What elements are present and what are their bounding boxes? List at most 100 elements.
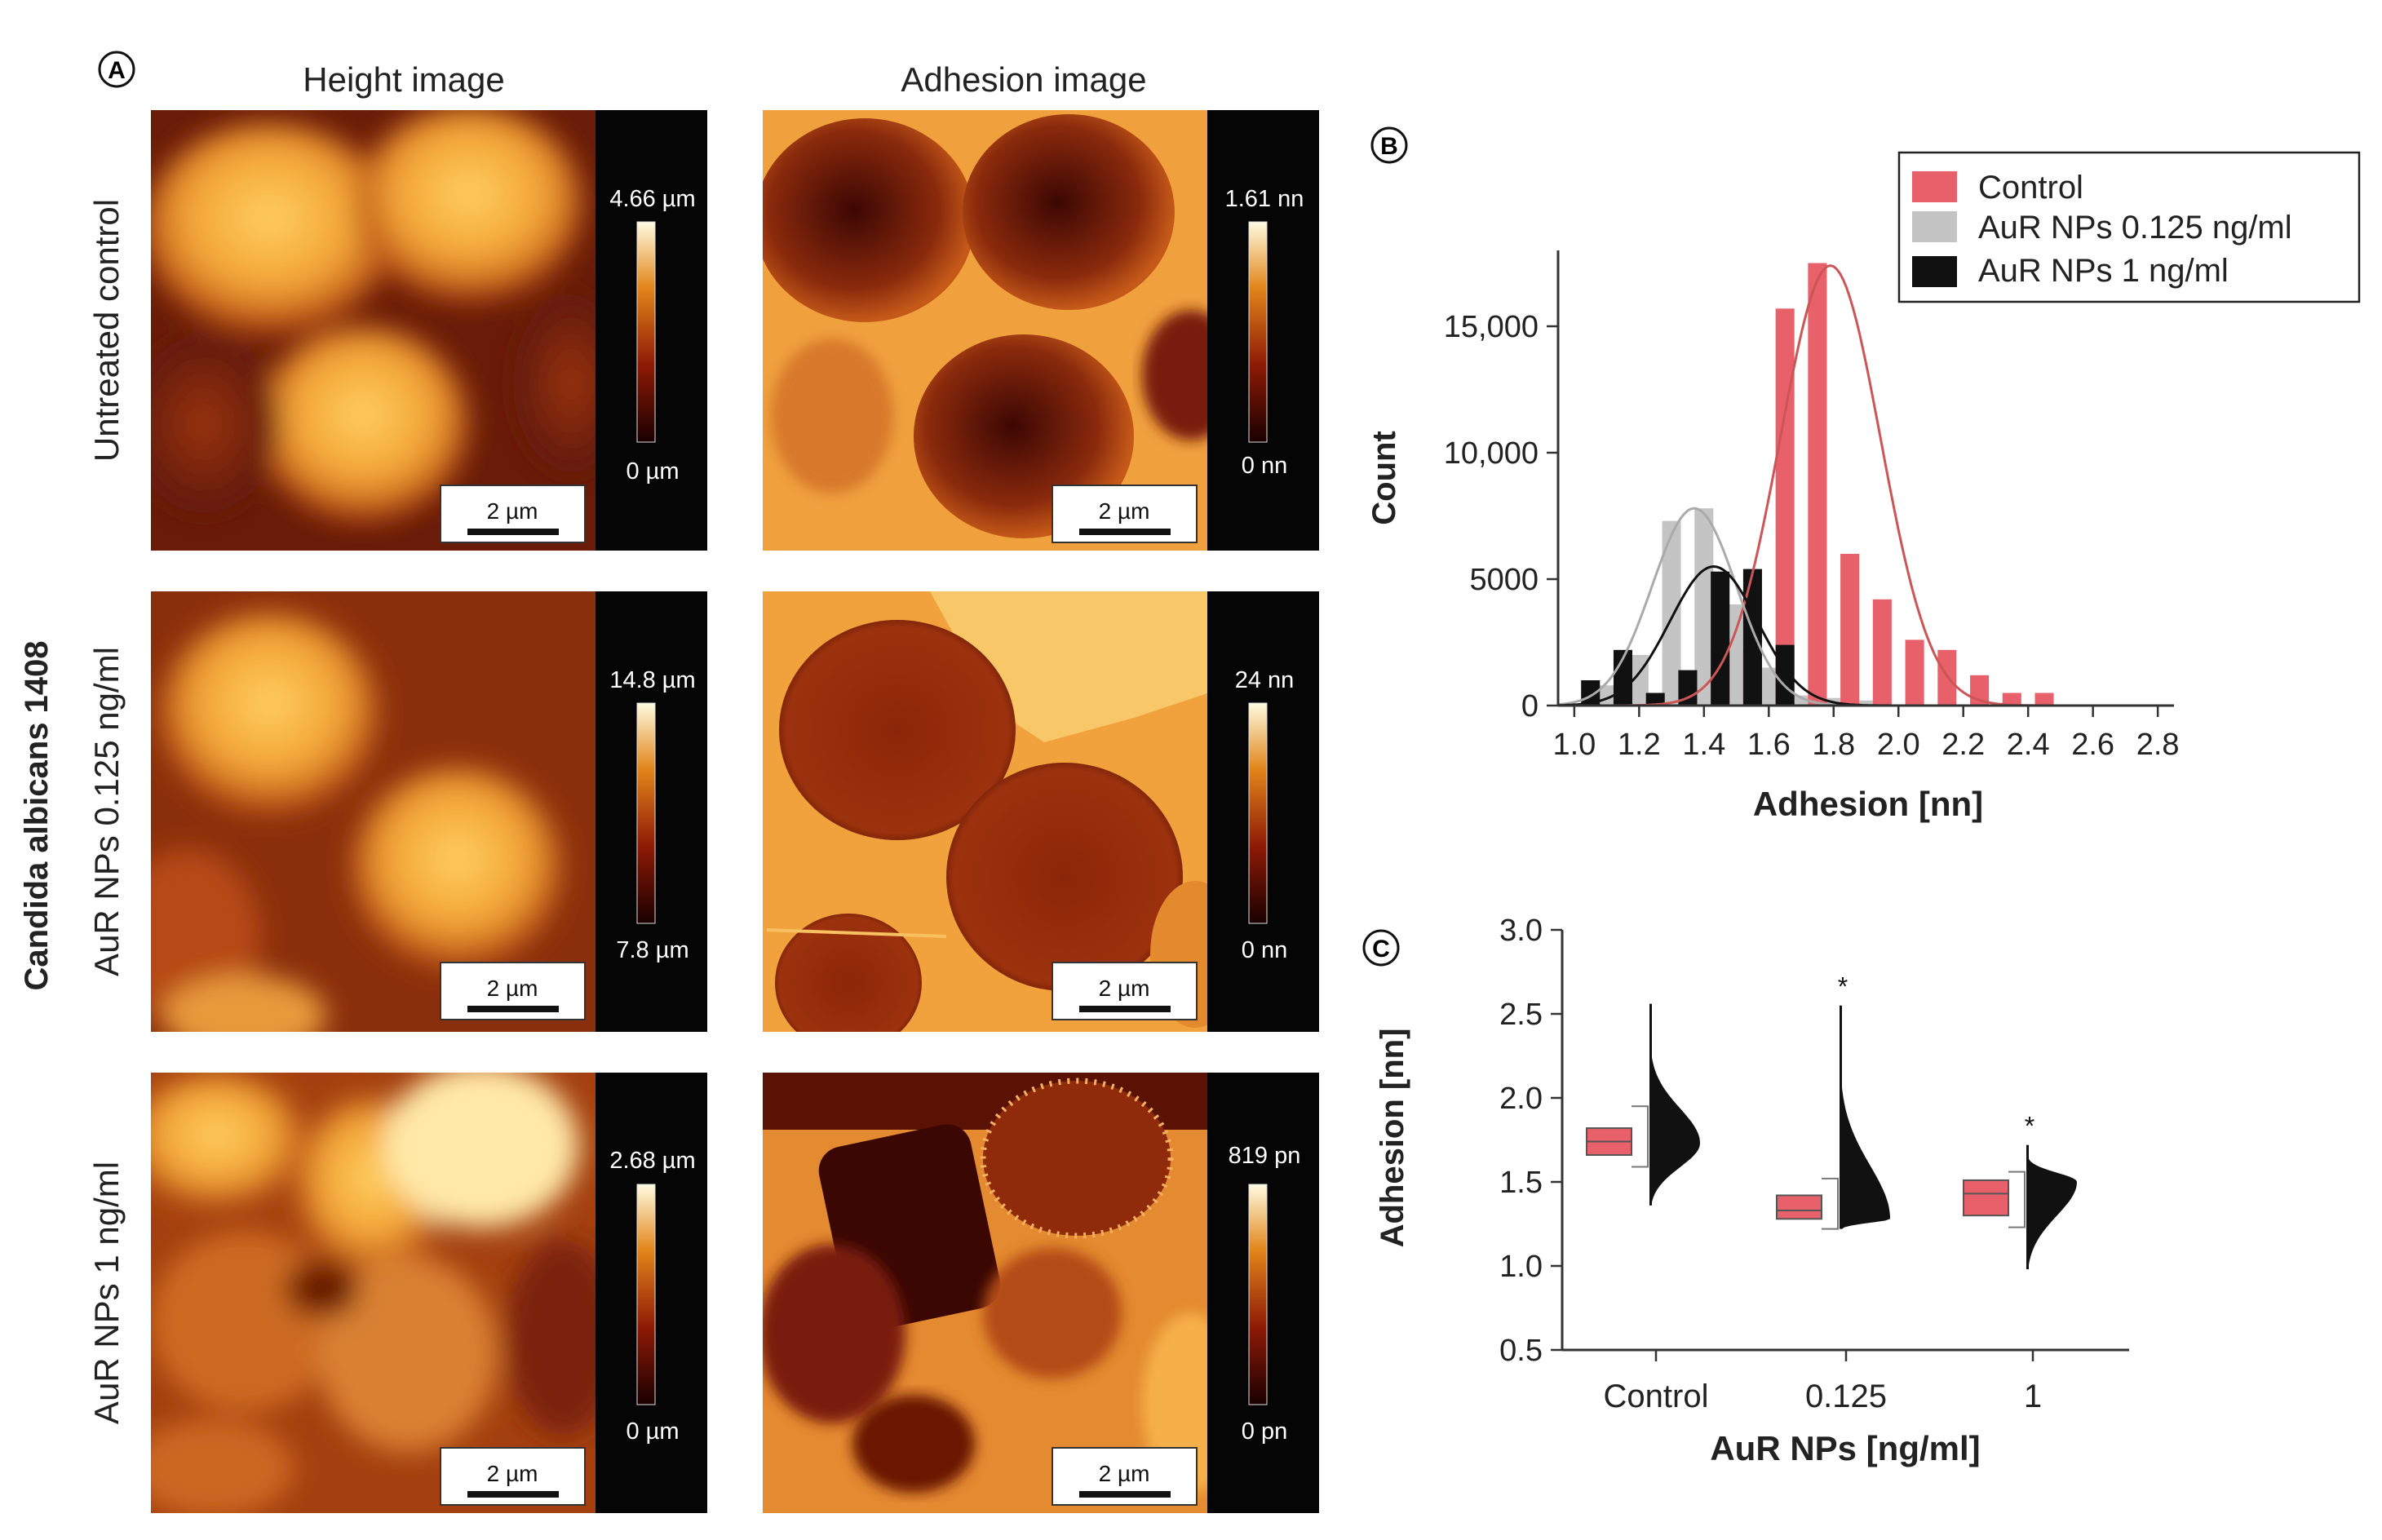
histogram-bar-control xyxy=(1775,308,1795,706)
y-tick-label: 1.5 xyxy=(1499,1166,1543,1200)
adhesion-colorbar-min: 0 nn xyxy=(1242,937,1287,963)
category-label: 1 xyxy=(2024,1378,2042,1414)
x-tick-label: 2.4 xyxy=(2007,728,2050,762)
scale-bar xyxy=(1079,1006,1171,1012)
panel-a-label: A xyxy=(108,57,126,84)
y-tick-label: 15,000 xyxy=(1444,310,1539,344)
height-colorbar-max: 14.8 µm xyxy=(609,667,695,693)
significance-marker: * xyxy=(1838,972,1848,1002)
row-label-low-dose: AuR NPs 0.125 ng/ml xyxy=(87,647,126,976)
x-tick-label: 1.0 xyxy=(1552,728,1596,762)
histogram-bar-control xyxy=(1872,599,1892,706)
panel-c-label: C xyxy=(1372,936,1390,962)
box-low-dose xyxy=(1776,1194,1822,1220)
x-tick-label: 2.2 xyxy=(1941,728,1985,762)
y-tick-label: 3.0 xyxy=(1499,914,1543,948)
height-colorbar-max: 4.66 µm xyxy=(609,186,695,212)
histogram-bar-low-dose xyxy=(1662,520,1681,706)
height-colorbar-min: 7.8 µm xyxy=(616,937,688,963)
x-tick-label: 2.8 xyxy=(2136,728,2180,762)
histogram-bar-control xyxy=(1808,263,1827,706)
scale-bar-label: 2 µm xyxy=(1099,1461,1150,1486)
column-title-height: Height image xyxy=(303,60,504,99)
x-tick-label: 1.8 xyxy=(1812,728,1855,762)
legend-swatch-low-dose xyxy=(1912,211,1957,242)
scale-bar-label: 2 µm xyxy=(1099,498,1150,524)
histogram-bar-high-dose xyxy=(1645,693,1665,706)
height-colorbar-min: 0 µm xyxy=(626,1418,679,1445)
histogram-bar-high-dose xyxy=(1711,571,1730,706)
significance-marker: * xyxy=(2025,1112,2034,1141)
box-high-dose xyxy=(1963,1179,2009,1217)
scale-bar xyxy=(467,529,559,535)
distribution-high-dose xyxy=(2026,1144,2077,1270)
height-image-low-dose: 14.8 µm 7.8 µm 2 µm xyxy=(151,591,707,1032)
box-whisker-high-dose xyxy=(2008,1170,2026,1228)
x-tick-label: 2.6 xyxy=(2071,728,2114,762)
adhesion-colorbar-min: 0 pn xyxy=(1242,1418,1287,1445)
box-plot-y-label: Adhesion [nn] xyxy=(1375,1029,1410,1248)
scale-bar xyxy=(1079,529,1171,535)
category-label: Control xyxy=(1604,1378,1709,1414)
histogram-ticks: 1.0 1.2 1.4 1.6 1.8 2.0 2.2 2.4 2.6 2.8 0 5000 10,00… xyxy=(1444,310,2180,762)
scale-bar xyxy=(467,1006,559,1012)
scale-bar-label: 2 µm xyxy=(1099,976,1150,1001)
histogram-bar-low-dose xyxy=(1856,700,1876,706)
histogram-bars xyxy=(1581,263,2054,706)
row-label-high-dose: AuR NPs 1 ng/ml xyxy=(87,1162,126,1424)
histogram-bar-low-dose xyxy=(1759,667,1778,706)
histogram-bar-low-dose xyxy=(1727,604,1747,706)
legend-label-low-dose: AuR NPs 0.125 ng/ml xyxy=(1978,210,2292,246)
panel-a: A Height image Adhesion image Candida al… xyxy=(19,51,1319,1513)
histogram-y-label: Count xyxy=(1366,431,1402,525)
box-whisker-control xyxy=(1632,1105,1649,1168)
legend-box xyxy=(1897,151,2361,303)
category-label: 0.125 xyxy=(1805,1378,1887,1414)
box-plot-marks: ** xyxy=(1586,972,2077,1270)
panel-b-circle xyxy=(1370,126,1408,164)
height-image-control: 4.66 µm 0 µm 2 µm xyxy=(151,110,707,551)
y-tick-label: 2.5 xyxy=(1499,998,1543,1032)
fit-curve-control xyxy=(1558,264,2174,707)
legend-label-high-dose: AuR NPs 1 ng/ml xyxy=(1978,253,2229,289)
panel-b-label: B xyxy=(1380,133,1398,160)
height-colorbar-min: 0 µm xyxy=(626,458,679,485)
histogram-bar-control xyxy=(1840,554,1860,706)
adhesion-image-high-dose: 819 pn 0 pn 2 µm xyxy=(763,1073,1319,1513)
side-label-species: Candida albicans 1408 xyxy=(19,640,55,990)
box-plot-ticks: 0.5 1.0 1.5 2.0 2.5 3.0 Control 0.125 1 xyxy=(1499,914,2042,1414)
height-image-high-dose: 2.68 µm 0 µm 2 µm xyxy=(151,1073,707,1513)
x-tick-label: 1.2 xyxy=(1618,728,1661,762)
box-whisker-low-dose xyxy=(1822,1177,1839,1230)
adhesion-colorbar-max: 819 pn xyxy=(1229,1143,1301,1169)
histogram-fit-curves xyxy=(1557,264,2174,707)
x-tick-label: 1.6 xyxy=(1747,728,1791,762)
x-tick-label: 1.4 xyxy=(1682,728,1725,762)
adhesion-image-control: 1.61 nn 0 nn 2 µm xyxy=(763,110,1319,551)
histogram-bar-low-dose xyxy=(1694,508,1714,706)
histogram-bar-low-dose xyxy=(1791,695,1811,706)
legend-swatch-control xyxy=(1912,171,1957,202)
y-tick-label: 5000 xyxy=(1469,563,1539,597)
histogram-x-label: Adhesion [nn] xyxy=(1753,785,1983,823)
row-label-control: Untreated control xyxy=(87,199,126,462)
scale-bar-label: 2 µm xyxy=(487,498,538,524)
histogram-bar-control xyxy=(1905,639,1924,706)
adhesion-colorbar-max: 24 nn xyxy=(1235,667,1295,693)
panel-a-circle xyxy=(98,51,135,88)
column-title-adhesion: Adhesion image xyxy=(901,60,1146,99)
box-plot-x-label: AuR NPs [ng/ml] xyxy=(1710,1429,1980,1467)
y-tick-label: 0 xyxy=(1521,689,1539,724)
legend: Control AuR NPs 0.125 ng/ml AuR NPs 1 ng… xyxy=(1897,151,2361,303)
scale-bar-label: 2 µm xyxy=(487,1461,538,1486)
legend-label-control: Control xyxy=(1978,170,2083,206)
adhesion-colorbar-min: 0 nn xyxy=(1242,453,1287,479)
panel-c-circle xyxy=(1362,929,1400,967)
histogram-bar-high-dose xyxy=(1742,569,1762,706)
y-tick-label: 10,000 xyxy=(1444,436,1539,471)
histogram-bar-control xyxy=(2002,693,2021,706)
fit-curve-low-dose xyxy=(1557,507,2174,707)
y-tick-label: 1.0 xyxy=(1499,1250,1543,1284)
